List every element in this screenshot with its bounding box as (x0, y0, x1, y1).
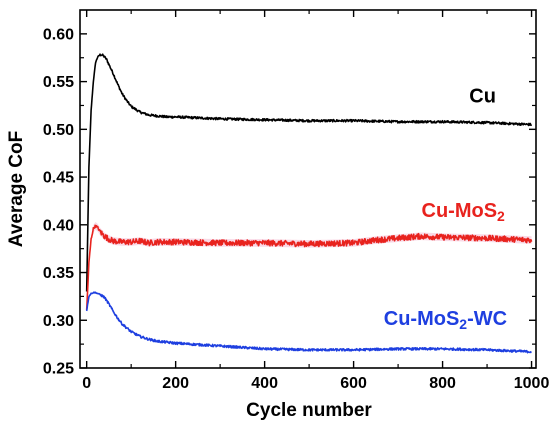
y-tick-label: 0.40 (43, 217, 74, 234)
series-label-suffix: -WC (467, 308, 507, 330)
y-tick-label: 0.55 (43, 74, 74, 91)
y-tick-label: 0.50 (43, 122, 74, 139)
x-tick-label: 600 (340, 375, 367, 392)
y-tick-label: 0.25 (43, 361, 74, 378)
x-tick-label: 400 (251, 375, 278, 392)
series-label-2: Cu-MoS2 (422, 200, 506, 224)
series-label-main: Cu-MoS (422, 200, 498, 222)
series-line-3 (85, 291, 532, 354)
y-tick-label: 0.30 (43, 313, 74, 330)
series-label-main: Cu-MoS (384, 308, 460, 330)
y-tick-label: 0.60 (43, 26, 74, 43)
x-tick-label: 200 (162, 375, 189, 392)
series-label-subscript: 2 (459, 316, 467, 332)
series-line-2 (85, 224, 533, 311)
y-axis-title: Average CoF (6, 131, 27, 248)
series-label-main: Cu (469, 86, 496, 108)
y-tick-label: 0.45 (43, 170, 74, 187)
series-label-3: Cu-MoS2-WC (384, 308, 507, 332)
y-tick-label: 0.35 (43, 265, 74, 282)
series-label-subscript: 2 (497, 208, 505, 224)
plot-frame (79, 9, 537, 369)
x-tick-label: 0 (82, 375, 91, 392)
x-tick-label: 1000 (514, 375, 550, 392)
x-axis-title: Cycle number (246, 400, 372, 421)
series-label-1: Cu (469, 86, 496, 108)
series-layer (85, 53, 533, 354)
ticks-layer: 0 200 400 600 800 1000 0.25 0.30 0.35 0.40 0.45 0.5… (43, 10, 550, 392)
series-line-1 (85, 53, 533, 292)
x-tick-label: 800 (429, 375, 456, 392)
